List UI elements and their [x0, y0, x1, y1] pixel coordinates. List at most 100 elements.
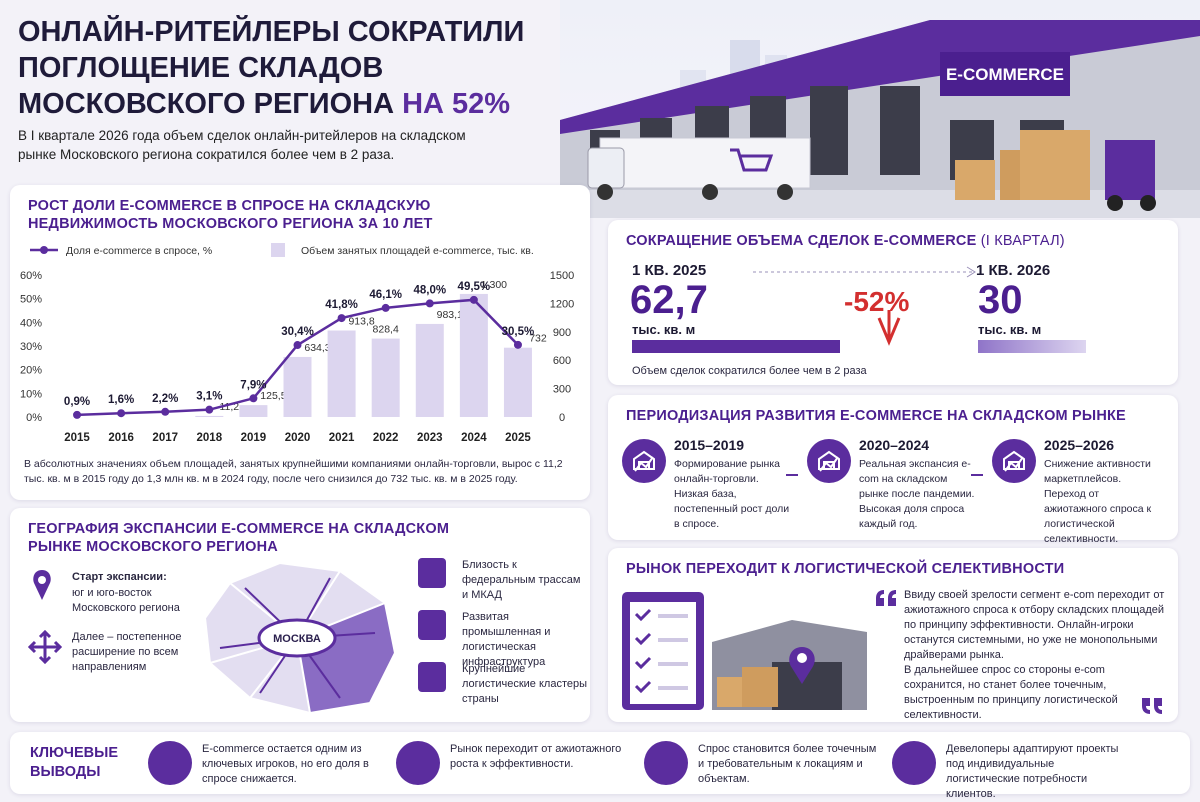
period-text: Реальная экспансия e-com на складском ры…: [859, 458, 975, 530]
deals-title: СОКРАЩЕНИЕ ОБЪЕМА СДЕЛОК E-COMMERCE (I К…: [626, 232, 1065, 250]
line-point: [249, 394, 258, 403]
y-tick-label: 20%: [20, 365, 42, 377]
rect-shape: [1105, 140, 1155, 200]
line-point: [381, 303, 390, 312]
x-tick-label: 2021: [329, 432, 355, 444]
line-value-label: 7,9%: [240, 379, 266, 391]
conclusion-text: E-commerce остается одним из ключевых иг…: [202, 743, 369, 785]
y-tick-label: 60%: [20, 270, 42, 282]
path-shape: [33, 570, 51, 600]
legend-label: Объем занятых площадей e-commerce, тыс. …: [301, 245, 534, 257]
line-value-label: 41,8%: [325, 299, 358, 311]
before-value: 62,7: [630, 278, 708, 322]
selectivity-card: РЫНОК ПЕРЕХОДИТ К ЛОГИСТИЧЕСКОЙ СЕЛЕКТИВ…: [608, 548, 1178, 722]
x-tick-label: 2019: [241, 432, 267, 444]
start-text: юг и юго-восток Московского региона: [72, 587, 180, 614]
conclusions-title: КЛЮЧЕВЫЕ ВЫВОДЫ: [30, 745, 118, 780]
path-shape: [209, 570, 341, 699]
bar-value-label: 828,4: [373, 324, 399, 336]
line-point: [117, 409, 126, 418]
circle-shape: [702, 184, 718, 200]
line-point: [337, 314, 346, 323]
factor-icon: [418, 610, 446, 640]
period-text: Формирование рынка онлайн-торговли. Низк…: [674, 458, 790, 530]
arrows: [753, 266, 976, 346]
start-label: Старт экспансии:: [72, 571, 167, 583]
period-icon: [992, 439, 1036, 483]
factor-icon: [418, 662, 446, 692]
subtitle: В I квартале 2026 года объем сделок онла…: [18, 128, 466, 162]
expand-icon: [28, 630, 62, 664]
bar: [459, 293, 488, 417]
page-title: ОНЛАЙН-РИТЕЙЛЕРЫ СОКРАТИЛИ ПОГЛОЩЕНИЕ СК…: [18, 14, 578, 122]
icon-glyph: [818, 450, 840, 472]
path-shape: [789, 647, 815, 684]
path-shape: [818, 450, 840, 472]
selectivity-illustration: [622, 592, 867, 710]
period-years: 2015–2019: [674, 437, 745, 453]
bar-value-label: 634,3: [304, 342, 330, 354]
path-shape: [877, 310, 901, 346]
chart-title: РОСТ ДОЛИ E-COMMERCE В СПРОСЕ НА СКЛАДСК…: [28, 198, 433, 232]
rect-shape: [599, 137, 811, 189]
line-value-label: 1,6%: [108, 394, 134, 406]
quote-open: [876, 590, 896, 606]
line-point: [205, 405, 214, 414]
line-point: [293, 341, 302, 350]
quote-p1: Ввиду своей зрелости сегмент e-com перех…: [904, 589, 1165, 661]
y2-tick-label: 300: [553, 384, 571, 396]
line-point: [513, 340, 522, 349]
circle-shape: [1107, 195, 1123, 211]
map-label: МОСКВА: [273, 633, 321, 645]
legend-swatch: [271, 243, 285, 257]
after-bar: [978, 340, 1086, 353]
selectivity-title: РЫНОК ПЕРЕХОДИТ К ЛОГИСТИЧЕСКОЙ СЕЛЕКТИВ…: [626, 561, 1065, 577]
before-bar: [632, 340, 840, 353]
region-map: МОСКВА: [203, 561, 397, 715]
line-value-label: 30,5%: [502, 326, 535, 338]
circle-shape: [38, 576, 46, 584]
rect-shape: [880, 86, 920, 175]
circle-shape: [777, 184, 793, 200]
bar-value-label: 913,8: [348, 315, 374, 327]
periods-title: ПЕРИОДИЗАЦИЯ РАЗВИТИЯ E-COMMERCE НА СКЛА…: [626, 408, 1126, 424]
chart-card: РОСТ ДОЛИ E-COMMERCE В СПРОСЕ НА СКЛАДСК…: [10, 185, 590, 500]
bar-value-label: 125,5: [260, 390, 286, 402]
line-point: [469, 295, 478, 304]
line-value-label: 48,0%: [413, 284, 446, 296]
factor-text: Крупнейшие логистические кластеры страны: [462, 663, 588, 705]
warehouse-illustration: E-COMMERCE: [560, 0, 1200, 218]
change-value: -52%: [844, 286, 910, 317]
bar: [327, 330, 356, 417]
sign-text: E-COMMERCE: [946, 65, 1064, 84]
conclusion-icon: [892, 741, 936, 785]
factor-icon: [418, 558, 446, 588]
rect-shape: [940, 52, 1070, 96]
before-unit: тыс. кв. м: [632, 322, 696, 337]
icon-glyph: [633, 450, 655, 472]
before-period: 1 КВ. 2025: [632, 262, 707, 279]
icon-glyph: [1003, 450, 1025, 472]
line-value-label: 0,9%: [64, 396, 90, 408]
path-shape: [1003, 450, 1025, 472]
rect-shape: [810, 86, 848, 175]
g-shape: [634, 608, 652, 694]
bar-value-label: 983,1: [437, 309, 463, 321]
conclusion-icon: [396, 741, 440, 785]
period-years: 2025–2026: [1044, 437, 1115, 453]
x-tick-label: 2015: [64, 432, 90, 444]
legend-label: Доля e-commerce в спросе, %: [66, 245, 212, 257]
circle-shape: [1140, 195, 1156, 211]
circle-shape: [797, 653, 807, 663]
deals-title-suffix: (I КВАРТАЛ): [980, 233, 1065, 249]
period-arrow: [971, 474, 983, 476]
y-tick-label: 50%: [20, 294, 42, 306]
x-tick-label: 2017: [152, 432, 178, 444]
path-shape: [633, 450, 655, 472]
x-tick-label: 2023: [417, 432, 443, 444]
y2-tick-label: 0: [559, 412, 565, 424]
rect-shape: [587, 147, 625, 189]
chart: 0% 10% 20% 30% 40% 50% 60% 0 300 600 900 1200 1500 20…: [20, 243, 574, 444]
path-shape: [876, 590, 896, 606]
